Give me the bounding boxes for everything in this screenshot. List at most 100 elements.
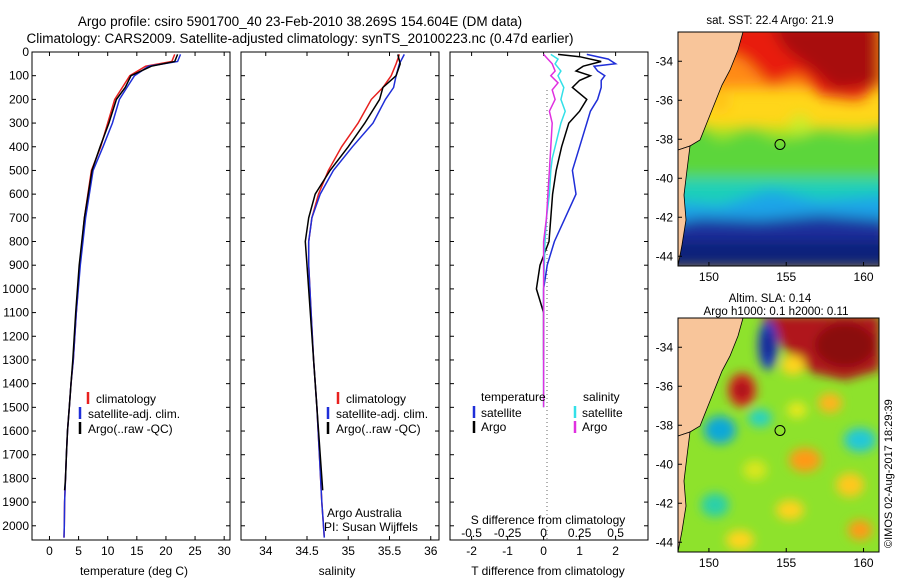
y-tick-label: 400 [9, 140, 29, 154]
y-tick-label: 1700 [2, 448, 29, 462]
salinity-climatology-line [307, 54, 401, 538]
sla-map [678, 318, 879, 552]
y-tick-label: 1400 [2, 377, 29, 391]
y-tick-label: 1600 [2, 424, 29, 438]
x-tick-label: 34 [259, 544, 273, 558]
x-tick-label: 0 [540, 544, 547, 558]
y-tick-label: 100 [9, 69, 29, 83]
map-y-tick-label: -38 [656, 132, 674, 146]
x-tick-label: 2 [612, 544, 619, 558]
x-tick-label: 36 [424, 544, 438, 558]
difference-xlabel: T difference from climatology [471, 564, 625, 578]
legend-sal-satellite: satellite [582, 406, 623, 420]
y-tick-label: 300 [9, 116, 29, 130]
temperature-xlabel: temperature (deg C) [80, 564, 188, 578]
x2-tick-label: -0.25 [494, 526, 522, 540]
sla-map-frame [677, 317, 880, 553]
sst-map-frame [677, 31, 880, 267]
y-tick-label: 1200 [2, 329, 29, 343]
y-tick-label: 1300 [2, 353, 29, 367]
sst-map-title: sat. SST: 22.4 Argo: 21.9 [706, 15, 833, 27]
temperature-legend: climatology satellite-adj. clim. Argo(..… [78, 392, 180, 436]
x-tick-label: 10 [101, 544, 115, 558]
difference-axes [449, 51, 649, 541]
y-tick-label: 1900 [2, 495, 29, 509]
credit-pi: PI: Susan Wijffels [324, 520, 418, 534]
x-tick-label: 20 [159, 544, 173, 558]
x-tick-label: 34.5 [295, 544, 319, 558]
y-tick-label: 900 [9, 258, 29, 272]
map-x-tick-label: 160 [854, 270, 874, 284]
y-tick-label: 2000 [2, 519, 29, 533]
map-y-tick-label: -38 [656, 418, 674, 432]
imos-credit: ©IMOS 02-Aug-2017 18:29:39 [883, 399, 895, 548]
map-y-tick-label: -44 [656, 249, 674, 263]
sla-map-title: Altim. SLA: 0.14 [729, 293, 812, 305]
legend-climatology: climatology [346, 392, 406, 406]
x-tick-label: -2 [466, 544, 477, 558]
legend-sal-argo: Argo [582, 420, 608, 434]
legend-temperature-head: temperature [481, 390, 546, 404]
y-tick-label: 800 [9, 235, 29, 249]
salinity-argo-line [304, 54, 401, 491]
salinity-legend: climatology satellite-adj. clim. Argo(..… [326, 392, 428, 436]
x-tick-label: 0 [46, 544, 53, 558]
temperature-satellite-line [63, 54, 182, 538]
map-y-tick-label: -36 [656, 93, 674, 107]
map-y-tick-label: -44 [656, 535, 674, 549]
sla-argo-marker [774, 425, 786, 436]
sst-argo-marker [774, 139, 786, 150]
map-x-tick-label: 155 [776, 270, 796, 284]
difference-legend: temperature satellite Argo salinity sate… [472, 390, 623, 434]
map-x-tick-label: 155 [776, 556, 796, 570]
legend-salinity-head: salinity [583, 390, 620, 404]
y-tick-label: 1500 [2, 400, 29, 414]
legend-argo: Argo(..raw -QC) [88, 422, 173, 436]
x-tick-label: 30 [217, 544, 231, 558]
map-y-tick-label: -40 [656, 171, 674, 185]
salinity-axes [240, 51, 440, 541]
x-tick-label: 25 [188, 544, 202, 558]
y-tick-label: 200 [9, 92, 29, 106]
x-tick-label: 5 [75, 544, 82, 558]
sst-map [678, 32, 879, 266]
salinity-xlabel: salinity [319, 564, 356, 578]
x2-tick-label: 0.5 [607, 526, 624, 540]
x2-tick-label: 0 [540, 526, 547, 540]
map-x-tick-label: 160 [854, 556, 874, 570]
map-y-tick-label: -34 [656, 54, 674, 68]
x-tick-label: -1 [502, 544, 513, 558]
temperature-argo-line [63, 54, 179, 491]
map-y-tick-label: -36 [656, 379, 674, 393]
y-tick-label: 1800 [2, 471, 29, 485]
map-x-tick-label: 150 [699, 270, 719, 284]
legend-temp-satellite: satellite [481, 406, 522, 420]
y-tick-label: 700 [9, 211, 29, 225]
legend-temp-argo: Argo [481, 420, 507, 434]
legend-satellite: satellite-adj. clim. [336, 407, 428, 421]
diff-salinity-argo-line [542, 53, 560, 408]
y-tick-label: 1000 [2, 282, 29, 296]
diff-temperature-argo-line [535, 53, 602, 360]
sla-map-subtitle: Argo h1000: 0.1 h2000: 0.11 [704, 306, 849, 318]
legend-climatology: climatology [96, 392, 156, 406]
y-tick-label: 600 [9, 187, 29, 201]
legend-satellite: satellite-adj. clim. [88, 407, 180, 421]
x2-tick-label: -0.5 [461, 526, 482, 540]
x-tick-label: 15 [130, 544, 144, 558]
y-tick-label: 500 [9, 163, 29, 177]
x-tick-label: 35 [342, 544, 356, 558]
x-tick-label: 35.5 [378, 544, 402, 558]
diff-temperature-satellite-line [542, 53, 618, 313]
map-y-tick-label: -42 [656, 496, 674, 510]
map-y-tick-label: -34 [656, 340, 674, 354]
diff-salinity-satellite-line [542, 53, 566, 408]
header-line1: Argo profile: csiro 5901700_40 23-Feb-20… [78, 14, 522, 29]
x-tick-label: 1 [576, 544, 583, 558]
salinity-satellite-line [307, 54, 405, 538]
temperature-climatology-line [63, 54, 176, 538]
header-line2: Climatology: CARS2009. Satellite-adjuste… [26, 31, 573, 46]
map-y-tick-label: -40 [656, 457, 674, 471]
temperature-axes [31, 51, 231, 541]
